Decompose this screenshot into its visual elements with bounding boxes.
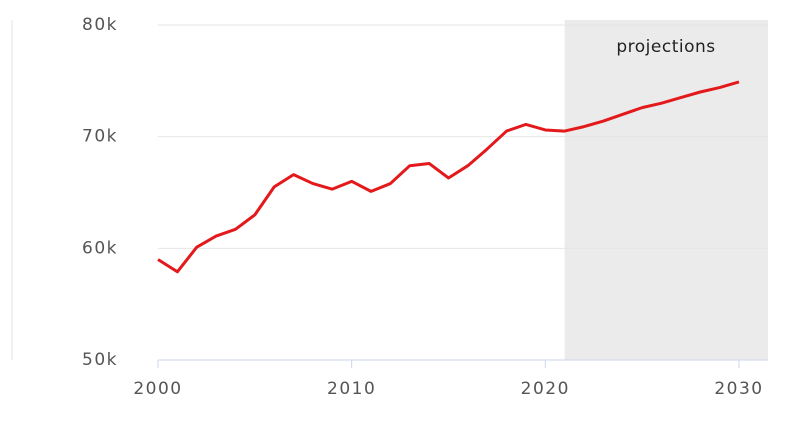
x-tick-label: 2030 [714,379,763,399]
y-tick-label: 80k [82,15,118,35]
projection-label: projections [616,37,715,57]
x-tick-label: 2020 [521,379,570,399]
x-tick-label: 2000 [133,379,182,399]
y-tick-label: 50k [82,350,118,370]
projection-region [564,20,768,360]
y-tick-label: 60k [82,238,118,258]
x-tick-label: 2010 [327,379,376,399]
y-tick-label: 70k [82,127,118,147]
data-line [157,80,740,274]
